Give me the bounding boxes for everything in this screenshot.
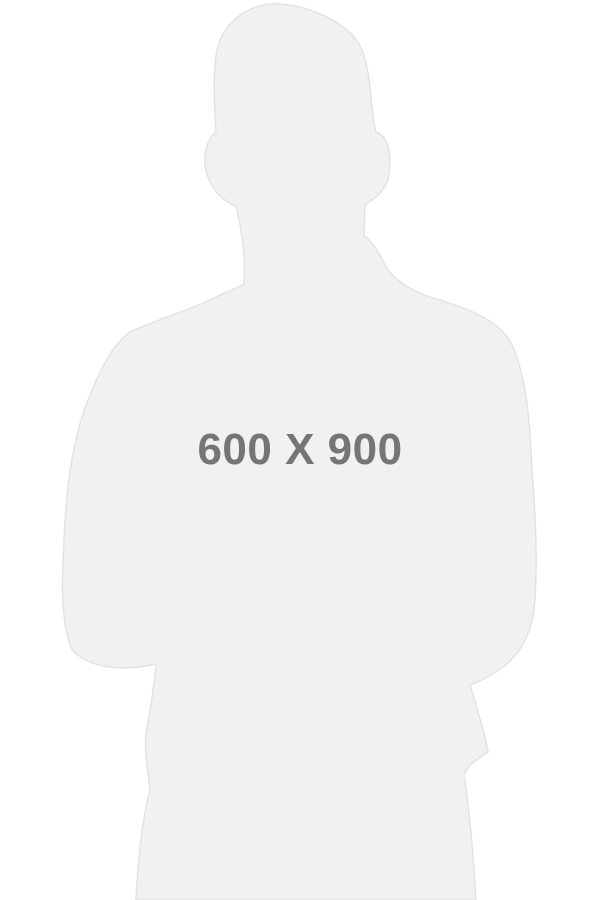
- silhouette-shape: [61, 3, 537, 900]
- dimensions-label: 600 X 900: [197, 425, 403, 474]
